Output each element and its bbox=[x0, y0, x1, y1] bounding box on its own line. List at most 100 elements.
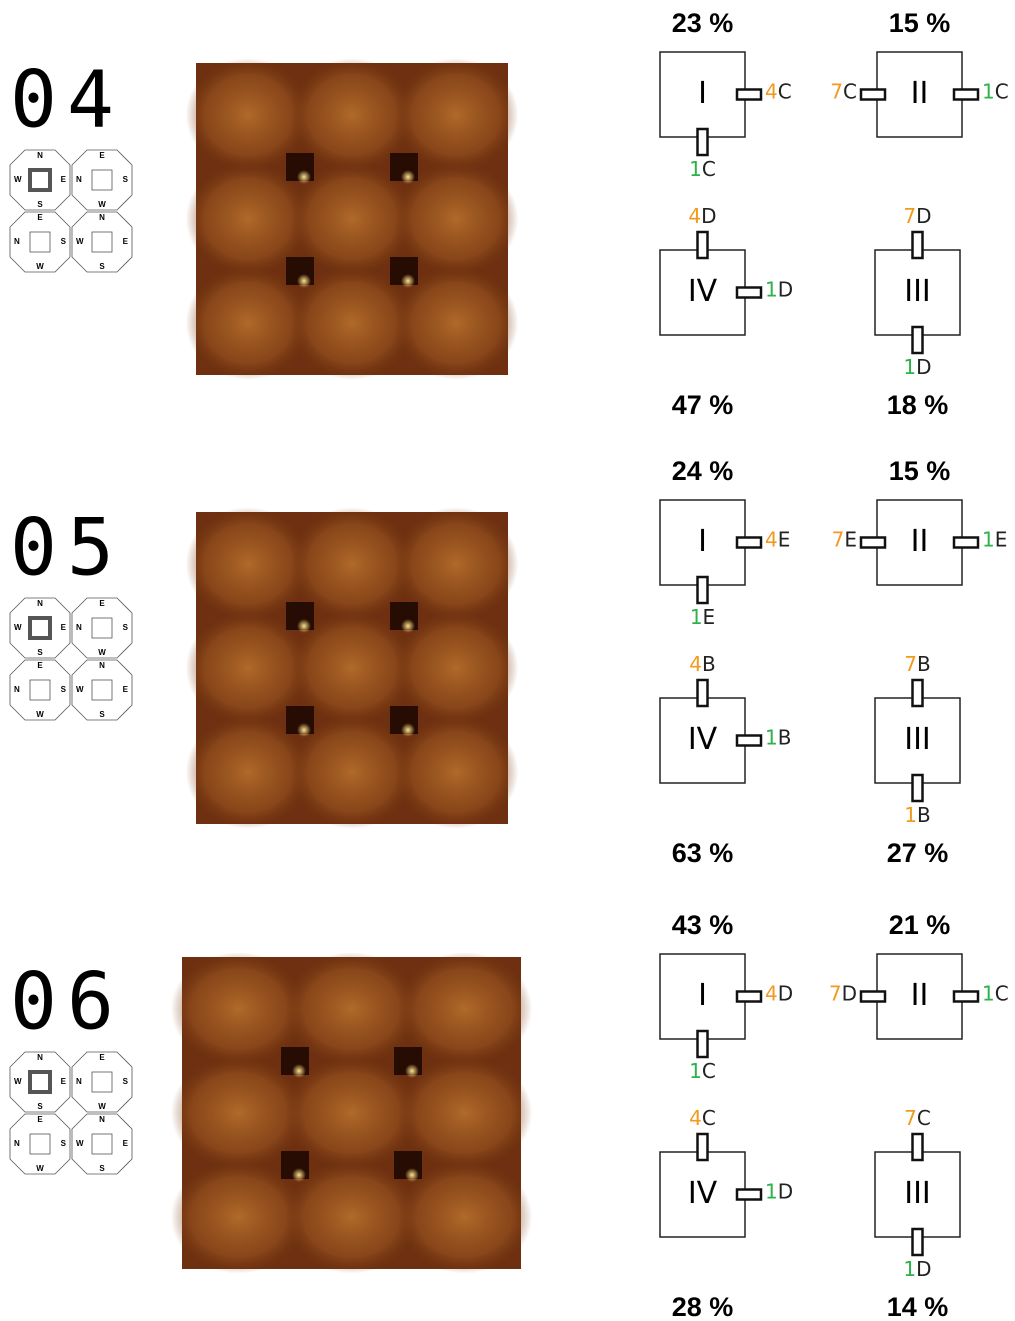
port-channel bbox=[698, 680, 708, 706]
cell-percent: 63 % bbox=[672, 838, 734, 868]
compass-label: E bbox=[61, 175, 67, 184]
port-number: 4 bbox=[688, 204, 701, 228]
compass-label: N bbox=[99, 213, 105, 222]
compass-label: N bbox=[37, 151, 43, 160]
cell-roman: IV bbox=[688, 274, 718, 309]
port-channel bbox=[737, 90, 761, 100]
port-channel bbox=[913, 680, 923, 706]
compass-label: N bbox=[76, 175, 82, 184]
compass-label: S bbox=[37, 200, 43, 209]
port-channel bbox=[737, 736, 761, 746]
compass-label: E bbox=[123, 1139, 129, 1148]
figure: 04NSWEEWNSEWNSNSWEI23 %4C1CII15 %7C1CIV4… bbox=[0, 0, 1015, 1321]
port-number: 1 bbox=[765, 725, 778, 749]
compass-label: S bbox=[123, 175, 129, 184]
cell-percent: 43 % bbox=[672, 910, 734, 940]
port-letter: D bbox=[778, 277, 793, 301]
row: 06NSWEEWNSEWNSNSWEI43 %4D1CII21 %7D1CIV2… bbox=[10, 910, 1009, 1321]
compass-label: N bbox=[37, 1053, 43, 1062]
port-number: 4 bbox=[765, 981, 778, 1005]
compass-label: S bbox=[61, 685, 67, 694]
compass-label: W bbox=[76, 237, 84, 246]
cell-roman: IV bbox=[688, 1176, 718, 1211]
port-label: 4C bbox=[689, 1106, 716, 1130]
port-letter: E bbox=[703, 605, 716, 629]
cell-roman: III bbox=[904, 722, 931, 757]
port-label: 1E bbox=[690, 605, 715, 629]
cell-roman: II bbox=[911, 76, 929, 111]
port-letter: C bbox=[702, 157, 716, 181]
port-letter: D bbox=[778, 981, 793, 1005]
afm-spot bbox=[405, 1064, 419, 1078]
port-number: 1 bbox=[903, 1257, 916, 1281]
cell-percent: 27 % bbox=[887, 838, 949, 868]
port-number: 1 bbox=[982, 79, 995, 103]
port-letter: C bbox=[995, 79, 1009, 103]
port-letter: D bbox=[701, 204, 716, 228]
port-label: 4D bbox=[688, 204, 716, 228]
compass-label: S bbox=[37, 648, 43, 657]
port-channel bbox=[861, 992, 885, 1002]
port-letter: D bbox=[842, 981, 857, 1005]
cell-percent: 18 % bbox=[887, 390, 949, 420]
port-letter: D bbox=[778, 1179, 793, 1203]
cell-percent: 14 % bbox=[887, 1292, 949, 1321]
compass-label: E bbox=[37, 661, 43, 670]
afm-image bbox=[171, 952, 533, 1273]
port-label: 4E bbox=[765, 527, 790, 551]
port-number: 1 bbox=[765, 277, 778, 301]
port-channel bbox=[698, 129, 708, 155]
port-channel bbox=[913, 327, 923, 353]
compass-label: E bbox=[123, 237, 129, 246]
cell-roman: I bbox=[698, 524, 707, 559]
cell-roman: III bbox=[904, 274, 931, 309]
compass-label: N bbox=[99, 1115, 105, 1124]
cell-percent: 47 % bbox=[672, 390, 734, 420]
compass-label: N bbox=[76, 623, 82, 632]
port-channel bbox=[861, 90, 885, 100]
port-label: 7C bbox=[904, 1106, 931, 1130]
compass-label: N bbox=[37, 599, 43, 608]
port-letter: C bbox=[702, 1059, 716, 1083]
port-number: 4 bbox=[689, 1106, 702, 1130]
compass-label: W bbox=[98, 200, 106, 209]
compass-label: W bbox=[98, 1102, 106, 1111]
compass-label: N bbox=[76, 1077, 82, 1086]
port-channel bbox=[954, 538, 978, 548]
port-letter: D bbox=[916, 1257, 931, 1281]
port-letter: B bbox=[702, 652, 716, 676]
afm-spot bbox=[405, 1168, 419, 1182]
cell-percent: 23 % bbox=[672, 8, 734, 38]
port-number: 1 bbox=[903, 355, 916, 379]
port-letter: C bbox=[995, 981, 1009, 1005]
row-label: 06 bbox=[10, 957, 124, 1047]
port-label: 1D bbox=[903, 1257, 931, 1281]
port-number: 7 bbox=[829, 981, 842, 1005]
port-number: 4 bbox=[765, 527, 778, 551]
port-label: 1D bbox=[765, 277, 793, 301]
port-label: 1C bbox=[689, 1059, 716, 1083]
port-number: 1 bbox=[982, 981, 995, 1005]
port-channel bbox=[737, 288, 761, 298]
cell-percent: 24 % bbox=[672, 456, 734, 486]
cell-roman: IV bbox=[688, 722, 718, 757]
compass-label: E bbox=[123, 685, 129, 694]
compass-label: E bbox=[37, 1115, 43, 1124]
port-label: 7C bbox=[830, 79, 857, 103]
afm-spot bbox=[297, 619, 311, 633]
port-channel bbox=[698, 1031, 708, 1057]
port-letter: E bbox=[844, 527, 857, 551]
cell-percent: 15 % bbox=[889, 8, 951, 38]
cell-roman: III bbox=[904, 1176, 931, 1211]
port-channel bbox=[737, 1190, 761, 1200]
cell-roman: II bbox=[911, 978, 929, 1013]
compass-label: N bbox=[14, 237, 20, 246]
row-label: 05 bbox=[10, 503, 124, 593]
port-label: 1B bbox=[765, 725, 791, 749]
compass-label: W bbox=[98, 648, 106, 657]
afm-spot bbox=[401, 619, 415, 633]
compass-label: E bbox=[37, 213, 43, 222]
compass-label: W bbox=[36, 1164, 44, 1173]
